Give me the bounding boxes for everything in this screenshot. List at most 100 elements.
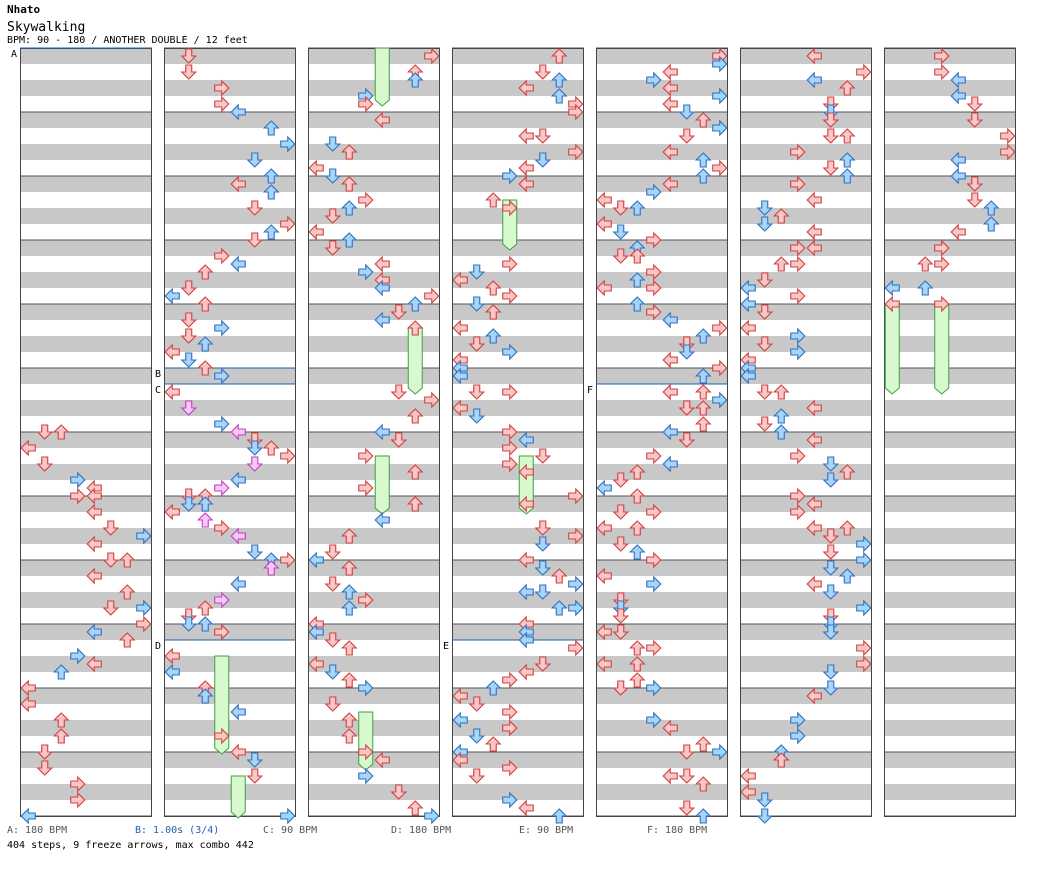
beat-stripe — [308, 208, 440, 224]
beat-stripe — [596, 496, 728, 512]
step-arrow — [646, 231, 662, 249]
beat-stripe — [308, 464, 440, 480]
beat-stripe — [20, 448, 152, 464]
beat-stripe — [20, 96, 152, 112]
beat-stripe — [308, 480, 440, 496]
step-arrow — [196, 496, 214, 512]
beat-stripe — [740, 512, 872, 528]
step-arrow — [518, 79, 534, 97]
step-arrow — [324, 632, 342, 648]
step-arrow — [358, 743, 374, 761]
beat-stripe — [164, 384, 296, 400]
step-arrow — [340, 672, 358, 688]
beat-stripe — [884, 656, 1016, 672]
beat-stripe — [308, 592, 440, 608]
step-arrow — [262, 168, 280, 184]
step-arrow — [790, 447, 806, 465]
step-arrow — [230, 103, 246, 121]
beat-stripe — [164, 544, 296, 560]
step-arrow — [950, 223, 966, 241]
step-arrow — [102, 520, 120, 536]
step-arrow — [806, 191, 822, 209]
beat-stripe — [452, 528, 584, 544]
beat-stripe — [20, 768, 152, 784]
step-arrow — [806, 431, 822, 449]
beat-stripe — [452, 656, 584, 672]
legend-item-c: C: 90 BPM — [263, 825, 318, 836]
step-arrow — [246, 544, 264, 560]
beat-stripe — [20, 704, 152, 720]
beat-stripe — [164, 240, 296, 256]
beat-stripe — [740, 656, 872, 672]
beat-stripe — [740, 256, 872, 272]
step-arrow — [646, 447, 662, 465]
step-arrow — [374, 279, 390, 297]
freeze-arrow — [374, 455, 390, 515]
beat-stripe — [164, 528, 296, 544]
beat-stripe — [884, 496, 1016, 512]
step-arrow — [756, 384, 774, 400]
step-arrow — [214, 319, 230, 337]
beat-stripe — [596, 80, 728, 96]
step-arrow — [196, 688, 214, 704]
step-arrow — [662, 351, 678, 369]
step-arrow — [838, 152, 856, 168]
beat-stripe — [596, 304, 728, 320]
beat-stripe — [596, 320, 728, 336]
beat-stripe — [596, 800, 728, 816]
beat-stripe — [452, 96, 584, 112]
step-arrow — [20, 807, 36, 825]
beat-stripe — [884, 368, 1016, 384]
beat-stripe — [20, 208, 152, 224]
beat-stripe — [452, 224, 584, 240]
step-arrow — [196, 512, 214, 528]
step-arrow — [628, 488, 646, 504]
step-arrow — [1000, 127, 1016, 145]
beat-stripe — [164, 176, 296, 192]
step-arrow — [424, 807, 440, 825]
beat-stripe — [740, 384, 872, 400]
step-arrow — [358, 191, 374, 209]
beat-stripe — [884, 256, 1016, 272]
step-arrow — [424, 391, 440, 409]
legend: A: 180 BPM B: 1.00s (3/4) C: 90 BPM D: 1… — [0, 825, 1040, 839]
beat-stripe — [20, 256, 152, 272]
step-arrow — [164, 343, 180, 361]
step-arrow — [612, 504, 630, 520]
freeze-arrow — [374, 47, 390, 107]
beat-stripe — [596, 176, 728, 192]
step-arrow — [806, 239, 822, 257]
step-arrow — [308, 551, 324, 569]
beat-stripe — [20, 576, 152, 592]
step-arrow — [468, 264, 486, 280]
column-border — [308, 48, 440, 817]
step-arrow — [772, 256, 790, 272]
chart-column — [452, 47, 584, 817]
step-arrow — [118, 584, 136, 600]
beat-stripe — [740, 368, 872, 384]
song-title: Skywalking — [7, 20, 86, 35]
beat-stripe — [884, 640, 1016, 656]
beat-stripe — [164, 768, 296, 784]
step-arrow — [308, 655, 324, 673]
beat-stripe — [308, 320, 440, 336]
step-arrow — [678, 128, 696, 144]
step-arrow — [214, 519, 230, 537]
beat-stripe — [308, 112, 440, 128]
step-arrow — [756, 200, 774, 216]
step-arrow — [646, 503, 662, 521]
step-arrow — [694, 808, 712, 824]
beat-stripe — [452, 704, 584, 720]
step-arrow — [452, 751, 468, 769]
step-arrow — [662, 383, 678, 401]
step-arrow — [36, 760, 54, 776]
beat-stripe — [308, 304, 440, 320]
beat-stripe — [164, 160, 296, 176]
marker-label: F — [587, 385, 593, 396]
step-arrow — [502, 343, 518, 361]
step-arrow — [806, 687, 822, 705]
step-arrow — [646, 279, 662, 297]
step-arrow — [822, 112, 840, 128]
step-arrow — [502, 423, 518, 441]
beat-stripe — [20, 624, 152, 640]
